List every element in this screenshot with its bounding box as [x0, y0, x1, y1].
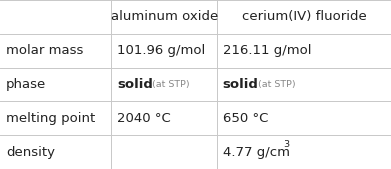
Text: (at STP): (at STP) — [258, 80, 296, 89]
Text: molar mass: molar mass — [6, 44, 83, 57]
Text: solid: solid — [117, 78, 153, 91]
Text: 3: 3 — [283, 140, 290, 149]
Text: 216.11 g/mol: 216.11 g/mol — [223, 44, 311, 57]
Text: 2040 °C: 2040 °C — [117, 112, 171, 125]
Text: phase: phase — [6, 78, 46, 91]
Text: solid: solid — [223, 78, 259, 91]
Text: 650 °C: 650 °C — [223, 112, 268, 125]
Text: aluminum oxide: aluminum oxide — [111, 10, 218, 23]
Text: cerium(IV) fluoride: cerium(IV) fluoride — [242, 10, 366, 23]
Text: 4.77 g/cm: 4.77 g/cm — [223, 146, 290, 159]
Text: melting point: melting point — [6, 112, 95, 125]
Text: density: density — [6, 146, 55, 159]
Text: (at STP): (at STP) — [152, 80, 190, 89]
Text: 101.96 g/mol: 101.96 g/mol — [117, 44, 206, 57]
